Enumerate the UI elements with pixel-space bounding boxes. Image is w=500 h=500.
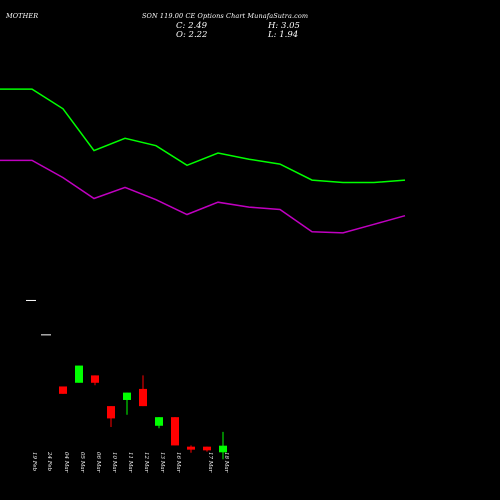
candle-body <box>59 386 67 394</box>
open-value: O: 2.22 <box>176 30 208 40</box>
chart-title: SON 119.00 CE Options Chart MunafaSutra.… <box>142 12 309 20</box>
candle-body <box>187 446 195 450</box>
candle-body <box>91 375 99 383</box>
x-tick-label: 11 Mar <box>127 452 133 473</box>
lower-band-line <box>0 159 406 234</box>
high-value: H: 3.05 <box>268 21 300 31</box>
candles-layer <box>26 299 227 460</box>
x-axis-labels: 19 Feb 24 Feb 04 Mar 05 Mar 06 Mar 10 Mar 11 M… <box>31 451 229 473</box>
x-tick-label: 05 Mar <box>79 452 85 473</box>
candle-body <box>203 446 211 451</box>
low-value: L: 1.94 <box>268 30 299 40</box>
candle-body <box>155 417 163 426</box>
candle-body <box>75 365 83 383</box>
candle-body <box>123 392 131 400</box>
candle-body <box>139 388 147 407</box>
x-tick-label: 12 Mar <box>143 452 149 473</box>
candle-body <box>171 417 179 446</box>
x-tick-label: 13 Mar <box>159 452 165 473</box>
x-tick-label: 18 Mar <box>223 452 229 473</box>
bands-layer <box>0 88 406 234</box>
x-tick-label: 19 Feb <box>31 452 37 472</box>
symbol-label: MOTHER <box>6 12 39 20</box>
candle-body <box>219 445 227 453</box>
x-tick-label: 24 Feb <box>46 451 52 472</box>
x-tick-label: 17 Mar <box>207 452 213 473</box>
close-value: C: 2.49 <box>176 21 207 31</box>
x-tick-label: 06 Mar <box>95 452 101 473</box>
x-tick-label: 10 Mar <box>111 452 117 473</box>
x-tick-label: 16 Mar <box>175 452 181 473</box>
upper-band-line <box>0 88 406 184</box>
candle-body <box>107 406 115 419</box>
x-tick-label: 04 Mar <box>63 452 69 473</box>
